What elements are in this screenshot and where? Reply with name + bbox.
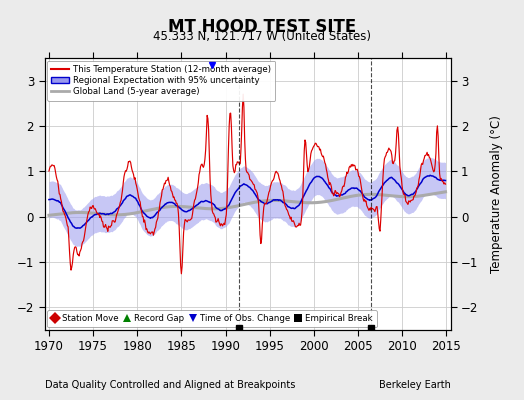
Text: 45.333 N, 121.717 W (United States): 45.333 N, 121.717 W (United States) <box>153 30 371 43</box>
Text: Data Quality Controlled and Aligned at Breakpoints: Data Quality Controlled and Aligned at B… <box>45 380 295 390</box>
Text: Berkeley Earth: Berkeley Earth <box>379 380 451 390</box>
Text: MT HOOD TEST SITE: MT HOOD TEST SITE <box>168 18 356 36</box>
Legend: Station Move, Record Gap, Time of Obs. Change, Empirical Break: Station Move, Record Gap, Time of Obs. C… <box>47 310 377 328</box>
Y-axis label: Temperature Anomaly (°C): Temperature Anomaly (°C) <box>489 115 503 273</box>
